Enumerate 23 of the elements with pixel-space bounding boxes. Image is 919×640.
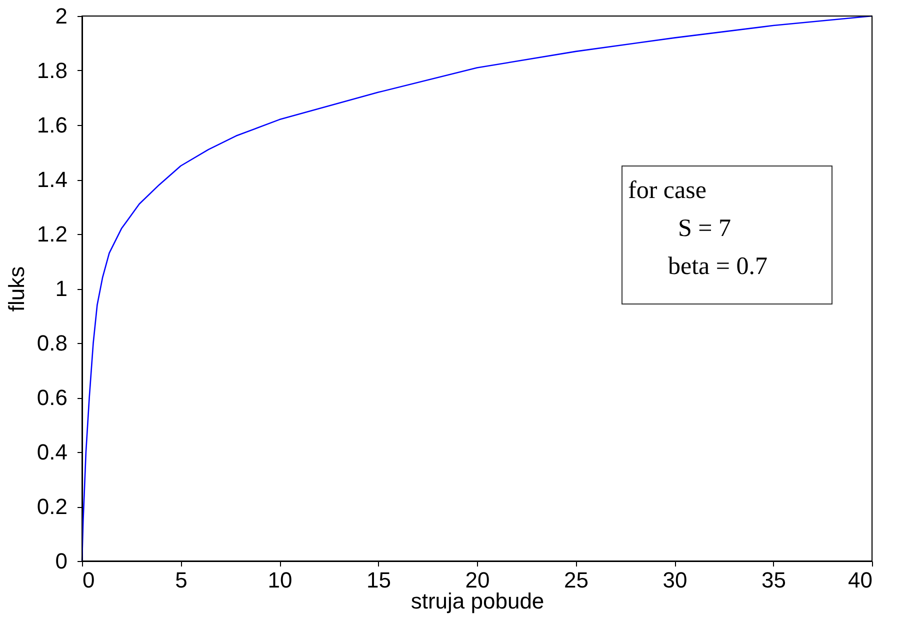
x-tick-label: 35 — [762, 568, 786, 592]
y-tick-label: 0.4 — [36, 440, 68, 464]
x-tick-label: 5 — [175, 568, 188, 592]
y-tick-label: 1.8 — [36, 58, 68, 83]
y-tick-label: 2 — [55, 4, 68, 28]
y-tick-label: 1.2 — [36, 222, 68, 246]
y-tick-label: 0.2 — [36, 494, 68, 519]
annotation: beta = 0.7 — [668, 253, 768, 280]
x-tick-label: 25 — [564, 568, 588, 592]
x-tick-label: 30 — [662, 568, 688, 592]
x-tick-label: 10 — [268, 568, 292, 592]
x-tick-label: 15 — [366, 568, 391, 592]
y-tick-label: 0 — [55, 548, 68, 574]
y-tick-label: 1.4 — [36, 167, 68, 192]
x-tick-label: 40 — [848, 568, 872, 592]
y-tick-label: 1 — [55, 276, 68, 301]
y-tick-label: 1.6 — [36, 112, 68, 138]
annotation: S = 7 — [678, 215, 732, 242]
y-axis-title: fluks — [4, 266, 29, 312]
x-tick-label: 0 — [82, 568, 95, 592]
annotation: for case — [628, 177, 706, 204]
y-tick-label: 0.6 — [36, 385, 68, 410]
y-tick-label: 0.8 — [36, 330, 68, 356]
